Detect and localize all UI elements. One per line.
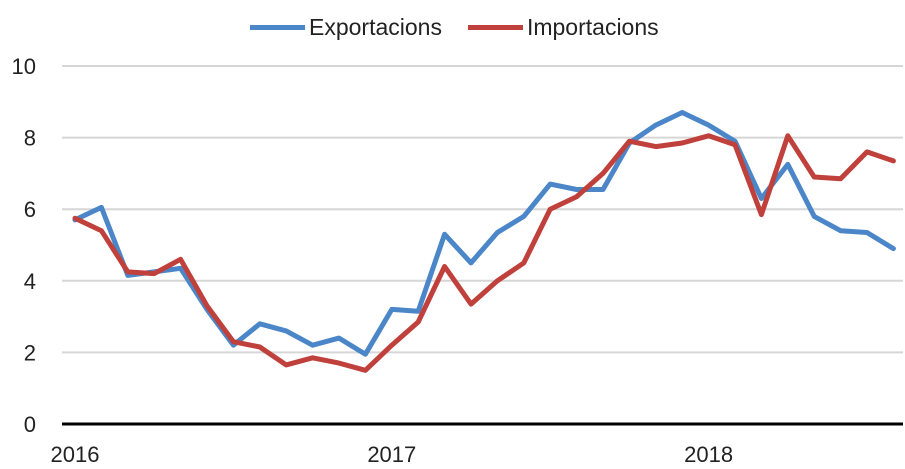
legend-swatch-exportacions xyxy=(250,24,305,30)
data-point-importacions-2016-08 xyxy=(257,345,262,350)
data-point-importacions-2017-12 xyxy=(680,140,685,145)
data-point-importacions-2016-01 xyxy=(73,216,77,221)
data-point-importacions-2018-06 xyxy=(838,176,843,181)
data-point-importacions-2016-07 xyxy=(231,339,236,344)
y-tick-label-4: 4 xyxy=(24,269,36,294)
y-tick-label-6: 6 xyxy=(24,197,36,222)
data-point-importacions-2016-05 xyxy=(178,257,183,262)
data-point-exportacions-2016-12 xyxy=(363,352,368,357)
data-point-exportacions-2016-05 xyxy=(178,266,183,271)
data-point-importacions-2017-10 xyxy=(627,139,632,144)
data-point-exportacions-2018-04 xyxy=(785,162,790,167)
data-point-importacions-2017-05 xyxy=(495,278,500,283)
data-point-exportacions-2018-03 xyxy=(759,196,764,201)
data-point-exportacions-2017-08 xyxy=(574,187,579,192)
data-point-importacions-2018-04 xyxy=(785,133,790,138)
data-point-importacions-2016-06 xyxy=(205,303,209,308)
data-point-importacions-2018-07 xyxy=(865,149,869,154)
legend-item-exportacions: Exportacions xyxy=(250,14,442,41)
data-point-importacions-2017-03 xyxy=(442,264,447,269)
data-point-exportacions-2018-08 xyxy=(891,246,896,251)
chart-legend: Exportacions Importacions xyxy=(250,12,685,42)
data-point-importacions-2016-12 xyxy=(363,368,368,373)
data-point-importacions-2018-02 xyxy=(733,142,737,147)
y-tick-label-10: 10 xyxy=(12,54,36,79)
data-point-exportacions-2017-04 xyxy=(469,260,473,265)
series-line-exportacions xyxy=(72,110,896,357)
data-point-importacions-2017-09 xyxy=(601,171,605,176)
data-point-exportacions-2017-06 xyxy=(521,214,526,219)
data-point-exportacions-2016-08 xyxy=(257,321,262,326)
data-point-importacions-2017-08 xyxy=(574,194,579,199)
data-point-exportacions-2018-01 xyxy=(706,123,711,128)
data-point-exportacions-2017-05 xyxy=(495,230,500,235)
x-tick-label-2017: 2017 xyxy=(367,442,416,467)
data-point-importacions-2018-05 xyxy=(812,174,817,179)
x-tick-label-2018: 2018 xyxy=(684,442,733,467)
data-point-importacions-2016-10 xyxy=(310,355,315,360)
data-point-importacions-2016-11 xyxy=(337,361,341,366)
data-point-exportacions-2017-09 xyxy=(601,187,605,192)
data-point-importacions-2016-09 xyxy=(284,362,289,367)
y-tick-label-8: 8 xyxy=(24,126,36,151)
data-point-importacions-2017-11 xyxy=(653,144,658,149)
data-point-exportacions-2017-07 xyxy=(548,182,553,187)
data-point-exportacions-2016-10 xyxy=(310,343,315,348)
data-point-exportacions-2017-12 xyxy=(680,110,685,115)
data-point-importacions-2017-02 xyxy=(416,319,421,324)
data-point-importacions-2016-04 xyxy=(152,271,157,276)
data-point-exportacions-2017-01 xyxy=(389,307,394,312)
data-point-exportacions-2016-11 xyxy=(337,336,341,341)
legend-label-importacions: Importacions xyxy=(526,13,659,40)
legend-swatch-importacions xyxy=(467,24,523,30)
data-point-importacions-2017-06 xyxy=(521,260,526,265)
data-point-exportacions-2016-02 xyxy=(99,205,104,210)
data-point-importacions-2016-03 xyxy=(125,269,130,274)
data-point-exportacions-2017-03 xyxy=(442,232,447,237)
data-point-importacions-2017-01 xyxy=(389,343,394,348)
data-point-importacions-2016-02 xyxy=(99,228,104,233)
x-tick-label-2016: 2016 xyxy=(51,442,100,467)
legend-label-exportacions: Exportacions xyxy=(309,13,442,40)
data-point-importacions-2018-08 xyxy=(891,158,896,163)
data-point-exportacions-2016-09 xyxy=(284,328,289,333)
data-point-importacions-2017-07 xyxy=(548,207,553,212)
y-tick-label-2: 2 xyxy=(24,340,36,365)
data-point-importacions-2018-01 xyxy=(706,133,711,138)
data-point-exportacions-2017-02 xyxy=(416,309,421,314)
legend-item-importacions: Importacions xyxy=(467,13,659,41)
series-line-importacions xyxy=(72,133,896,373)
data-point-importacions-2018-03 xyxy=(759,212,764,217)
data-point-exportacions-2018-07 xyxy=(865,230,869,235)
data-point-exportacions-2017-11 xyxy=(653,123,658,128)
data-point-importacions-2017-04 xyxy=(469,302,473,307)
y-tick-label-0: 0 xyxy=(24,412,36,437)
data-point-exportacions-2018-06 xyxy=(838,228,843,233)
data-point-exportacions-2018-05 xyxy=(812,214,817,219)
